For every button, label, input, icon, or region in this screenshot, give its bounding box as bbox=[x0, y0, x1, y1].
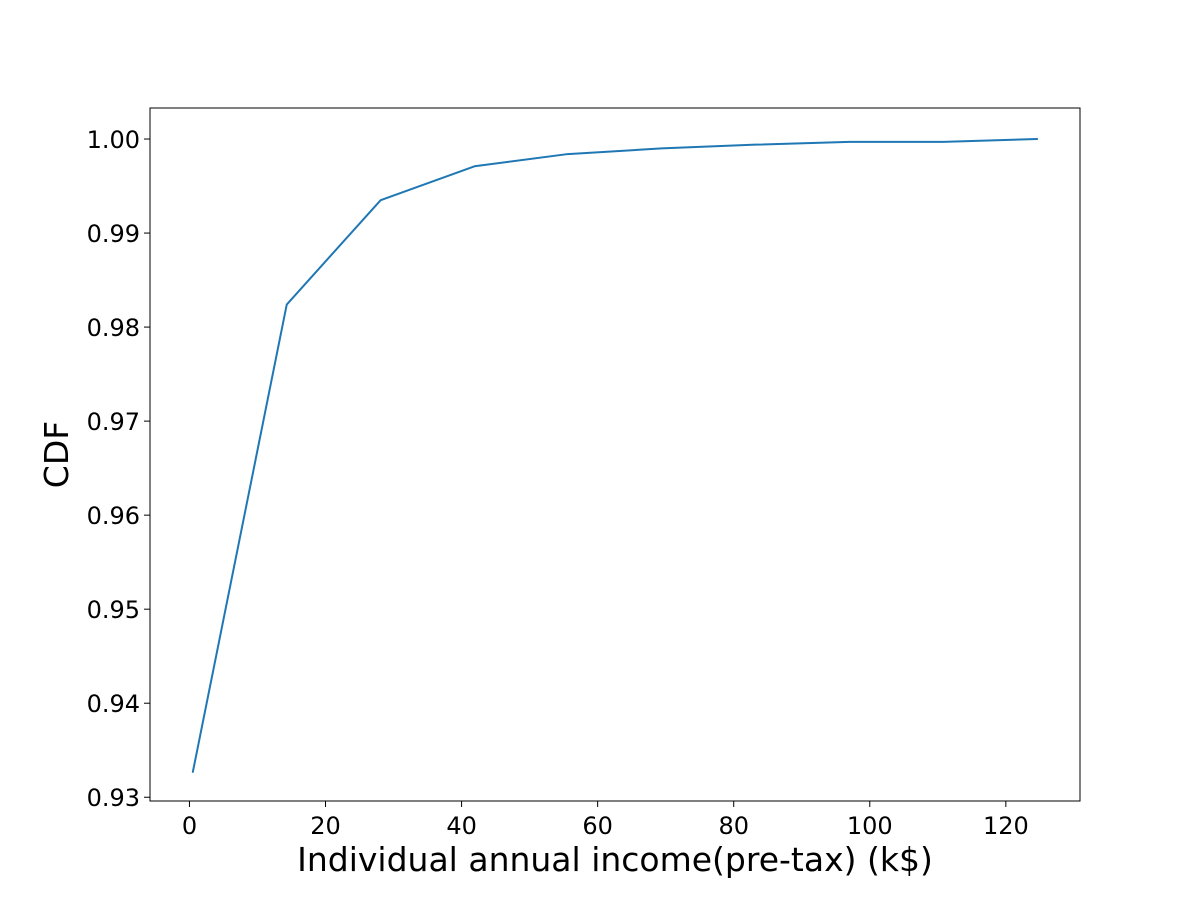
y-axis-label: CDF bbox=[37, 421, 76, 488]
y-tick-label: 0.97 bbox=[87, 408, 140, 436]
y-tick-label: 0.93 bbox=[87, 784, 140, 812]
series-line bbox=[191, 138, 1039, 773]
series-layer bbox=[191, 138, 1039, 773]
x-axis-ticks: 0 20 40 60 80 100 120 bbox=[182, 801, 1029, 840]
x-tick-label: 100 bbox=[847, 812, 893, 840]
x-tick-label: 40 bbox=[446, 812, 477, 840]
x-tick-label: 0 bbox=[182, 812, 197, 840]
x-tick-label: 120 bbox=[983, 812, 1029, 840]
y-tick-label: 0.94 bbox=[87, 690, 140, 718]
y-tick-label: 0.99 bbox=[87, 220, 140, 248]
y-tick-label: 0.95 bbox=[87, 596, 140, 624]
y-tick-label: 1.00 bbox=[87, 126, 140, 154]
x-tick-label: 60 bbox=[582, 812, 613, 840]
x-tick-label: 80 bbox=[718, 812, 749, 840]
y-tick-label: 0.98 bbox=[87, 314, 140, 342]
x-axis-label: Individual annual income(pre-tax) (k$) bbox=[297, 840, 933, 879]
y-axis-ticks: 0.93 0.94 0.95 0.96 0.97 0.98 0.99 1.00 bbox=[87, 126, 150, 812]
plot-frame bbox=[149, 107, 1081, 802]
y-tick-label: 0.96 bbox=[87, 502, 140, 530]
x-tick-label: 20 bbox=[310, 812, 341, 840]
